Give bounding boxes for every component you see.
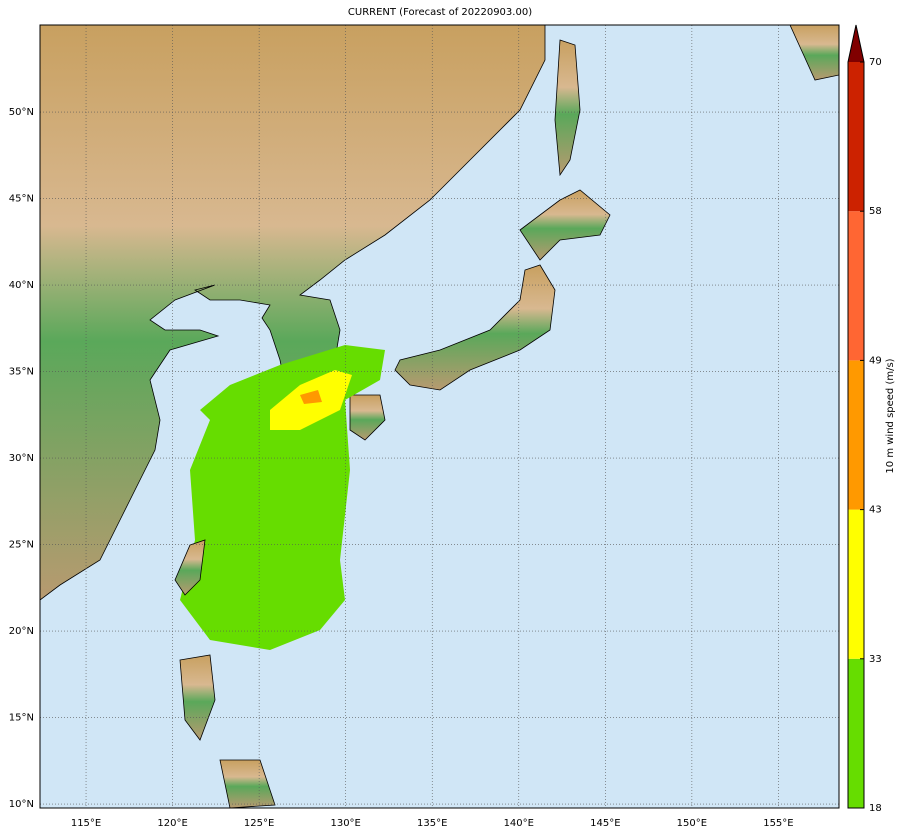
map-frame — [39, 24, 840, 809]
colorbar-tick-label: 33 — [869, 654, 882, 665]
lon-tick-label: 150°E — [677, 818, 707, 829]
kyushu — [349, 394, 386, 441]
wind-area-green — [180, 345, 385, 650]
lon-tick-label: 115°E — [71, 818, 101, 829]
colorbar-tick-label: 49 — [869, 355, 882, 366]
lat-tick-label: 10°N — [9, 799, 34, 810]
wind-area-orange — [300, 390, 322, 404]
colorbar-extension — [848, 25, 864, 62]
colorbar-tick-label: 70 — [869, 57, 882, 68]
colorbar-label: 10 m wind speed (m/s) — [885, 358, 896, 473]
colorbar-segment — [848, 509, 864, 659]
mindanao — [219, 759, 276, 808]
lat-tick-label: 35°N — [9, 367, 34, 378]
taiwan — [174, 539, 206, 596]
colorbar-tick-label: 18 — [869, 803, 882, 814]
lat-tick-label: 25°N — [9, 540, 34, 551]
kamchatka — [789, 25, 839, 81]
lat-tick-label: 20°N — [9, 626, 34, 637]
colorbar-tick-label: 43 — [869, 505, 882, 516]
map-area — [40, 25, 839, 808]
lat-tick-label: 40°N — [9, 280, 34, 291]
honshu — [394, 264, 556, 391]
lon-tick-label: 125°E — [244, 818, 274, 829]
hokkaido — [519, 189, 611, 261]
lon-tick-label: 120°E — [157, 818, 187, 829]
colorbar-tick-label: 58 — [869, 206, 882, 217]
lat-tick-label: 30°N — [9, 453, 34, 464]
sakhalin — [554, 39, 581, 177]
colorbar-segment — [848, 360, 864, 510]
lat-tick-label: 15°N — [9, 713, 34, 724]
mainland — [40, 25, 546, 601]
colorbar-segment — [848, 211, 864, 361]
lon-tick-label: 155°E — [763, 818, 793, 829]
colorbar-segment — [848, 62, 864, 212]
luzon — [179, 654, 216, 741]
colorbar-segment — [848, 658, 864, 808]
lon-tick-label: 130°E — [330, 818, 360, 829]
lat-tick-label: 45°N — [9, 194, 34, 205]
map-title: CURRENT (Forecast of 20220903.00) — [348, 7, 532, 18]
lon-tick-label: 135°E — [417, 818, 447, 829]
lon-tick-label: 145°E — [590, 818, 620, 829]
lat-tick-label: 50°N — [9, 107, 34, 118]
lon-tick-label: 140°E — [504, 818, 534, 829]
